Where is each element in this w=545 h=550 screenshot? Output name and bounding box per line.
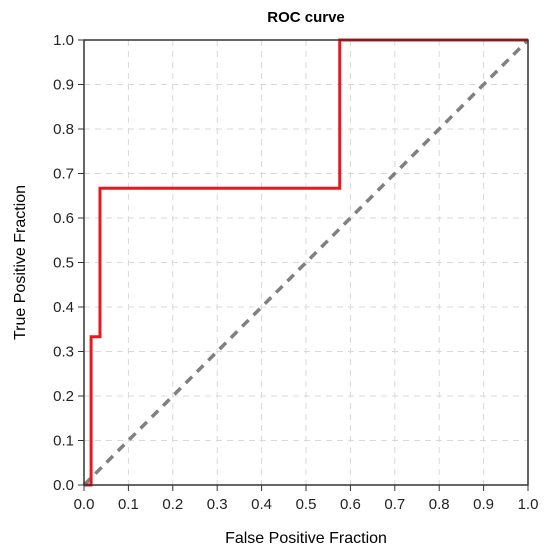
x-tick-label: 0.3 [207,496,228,513]
y-tick-label: 0.2 [53,388,74,405]
y-axis-label: True Positive Fraction [12,185,29,340]
x-tick-label: 0.7 [384,496,405,513]
y-tick-label: 1.0 [53,32,74,49]
ticks: 0.0 0.1 0.2 0.3 0.4 0.5 0.6 0.7 0.8 0.9 1.0 0.0 0.1 0… [53,32,538,513]
y-tick-label: 0.4 [53,299,74,316]
chance-diagonal-line [82,38,530,487]
y-tick-label: 0.6 [53,210,74,227]
y-tick-label: 0.9 [53,77,74,94]
y-tick-label: 0.0 [53,477,74,494]
x-tick-label: 0.9 [473,496,494,513]
y-tick-label: 0.3 [53,344,74,361]
roc-curve-line [84,38,528,487]
x-tick-label: 1.0 [518,496,539,513]
x-tick-label: 0.4 [251,496,272,513]
y-tick-label: 0.7 [53,166,74,183]
y-tick-label: 0.5 [53,255,74,272]
x-tick-label: 0.1 [118,496,139,513]
grid [84,40,528,485]
x-tick-label: 0.0 [74,496,95,513]
x-tick-label: 0.6 [340,496,361,513]
y-tick-label: 0.1 [53,433,74,450]
y-tick-label: 0.8 [53,121,74,138]
x-tick-label: 0.8 [429,496,450,513]
x-tick-label: 0.5 [296,496,317,513]
chart-title: ROC curve [267,9,345,26]
x-axis-label: False Positive Fraction [225,530,387,547]
x-tick-label: 0.2 [162,496,183,513]
series-layer [82,38,530,487]
